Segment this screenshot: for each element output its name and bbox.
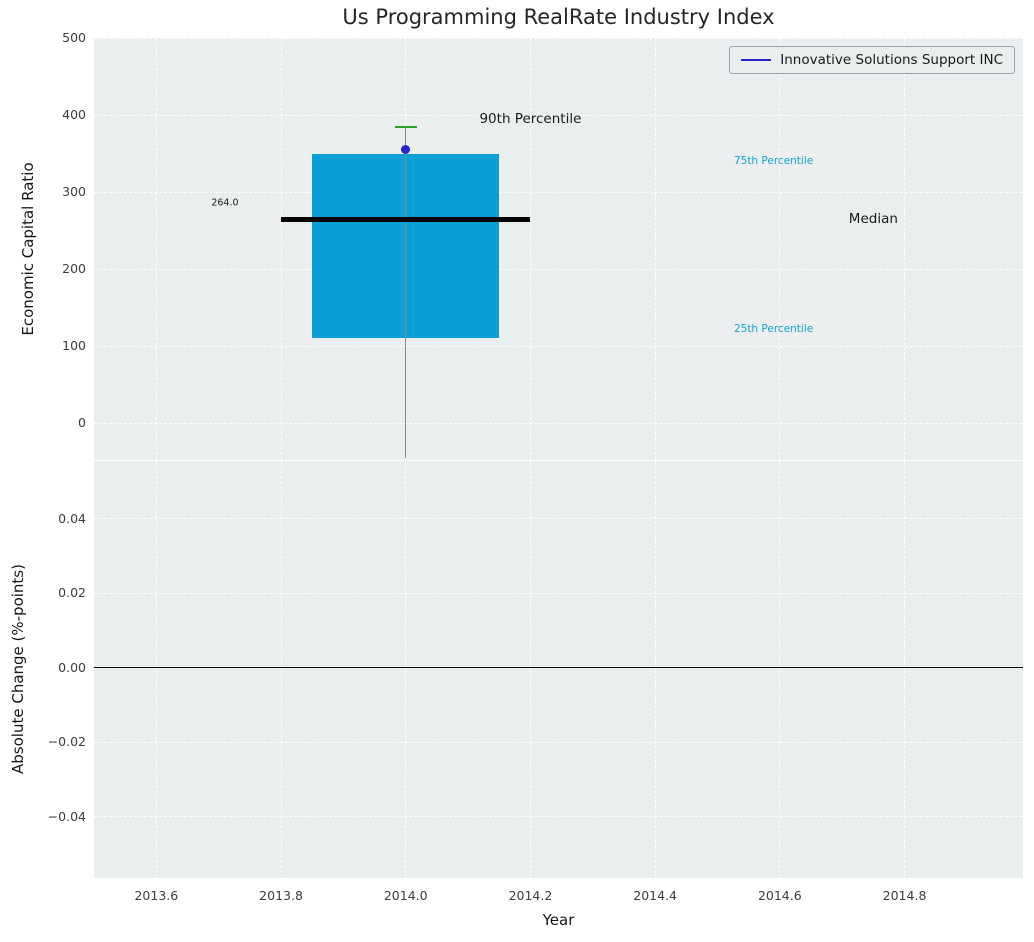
median-line [281,217,530,222]
gridline-horizontal [94,593,1023,594]
gridline-horizontal [94,518,1023,519]
gridline-horizontal [94,742,1023,743]
annotation-90th-percentile: 90th Percentile [479,111,581,127]
gridline-horizontal [94,269,1023,270]
annotation-264-0: 264.0 [211,197,238,208]
gridline-vertical [156,38,157,460]
gridline-horizontal [94,816,1023,817]
annotation-25th-percentile: 25th Percentile [734,323,813,335]
y-tick-label: 400 [32,106,86,124]
y-tick-label: 200 [32,260,86,278]
y-tick-label: 0.04 [32,510,86,528]
gridline-horizontal [94,346,1023,347]
y-tick-label: 0.02 [32,584,86,602]
x-tick-label: 2014.4 [620,887,690,905]
x-tick-label: 2013.8 [246,887,316,905]
legend-label: Innovative Solutions Support INC [780,52,1003,68]
y-tick-label: 0 [32,414,86,432]
bottom-axes [94,461,1023,878]
y-tick-label: −0.02 [32,733,86,751]
bottom-y-axis-label: Absolute Change (%-points) [9,564,27,774]
annotation-median: Median [849,211,898,227]
gridline-vertical [281,38,282,460]
gridline-vertical [655,38,656,460]
top-axes: 90th Percentile 75th Percentile Median 25th… [94,38,1023,460]
y-tick-label: 0.00 [32,659,86,677]
p90-cap [395,126,417,128]
figure: Us Programming RealRate Industry Index 9… [0,0,1034,942]
y-tick-label: −0.04 [32,808,86,826]
whisker-line [405,127,406,458]
y-tick-label: 500 [32,29,86,47]
x-tick-label: 2014.0 [371,887,441,905]
annotation-75th-percentile: 75th Percentile [734,155,813,167]
gridline-vertical [530,38,531,460]
gridline-vertical [904,38,905,460]
gridline-horizontal [94,38,1023,39]
gridline-horizontal [94,423,1023,424]
y-tick-label: 300 [32,183,86,201]
gridline-vertical [779,38,780,460]
x-tick-label: 2014.8 [870,887,940,905]
x-tick-label: 2014.6 [745,887,815,905]
legend-line-sample [741,59,771,61]
x-axis-label: Year [94,911,1023,929]
zero-line [94,667,1023,669]
x-tick-label: 2014.2 [495,887,565,905]
legend: Innovative Solutions Support INC [729,46,1015,74]
gridline-horizontal [94,192,1023,193]
x-tick-label: 2013.6 [121,887,191,905]
chart-title: Us Programming RealRate Industry Index [94,5,1023,29]
y-tick-label: 100 [32,337,86,355]
